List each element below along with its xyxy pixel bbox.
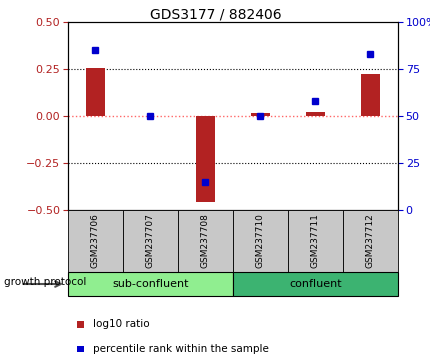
Text: GSM237712: GSM237712 [365, 213, 374, 268]
Text: log10 ratio: log10 ratio [93, 319, 149, 329]
Bar [342, 210, 397, 272]
Bar [68, 210, 123, 272]
Text: GSM237711: GSM237711 [310, 213, 319, 268]
Bar [77, 321, 84, 327]
Bar [250, 113, 270, 116]
Text: percentile rank within the sample: percentile rank within the sample [93, 344, 268, 354]
Bar [233, 272, 397, 296]
Bar [305, 112, 324, 116]
Bar [195, 116, 215, 201]
Text: GSM237710: GSM237710 [255, 213, 264, 268]
Bar [233, 210, 287, 272]
Bar [123, 210, 178, 272]
Text: growth protocol: growth protocol [4, 277, 86, 287]
Bar [360, 74, 379, 116]
Text: GSM237707: GSM237707 [146, 213, 155, 268]
Text: GDS3177 / 882406: GDS3177 / 882406 [149, 8, 281, 22]
Bar [86, 68, 105, 116]
Text: confluent: confluent [289, 279, 341, 289]
Text: GSM237706: GSM237706 [91, 213, 100, 268]
Bar [178, 210, 233, 272]
Bar [68, 272, 233, 296]
Bar [287, 210, 342, 272]
Bar [77, 346, 84, 352]
Text: GSM237708: GSM237708 [200, 213, 209, 268]
Text: sub-confluent: sub-confluent [112, 279, 188, 289]
